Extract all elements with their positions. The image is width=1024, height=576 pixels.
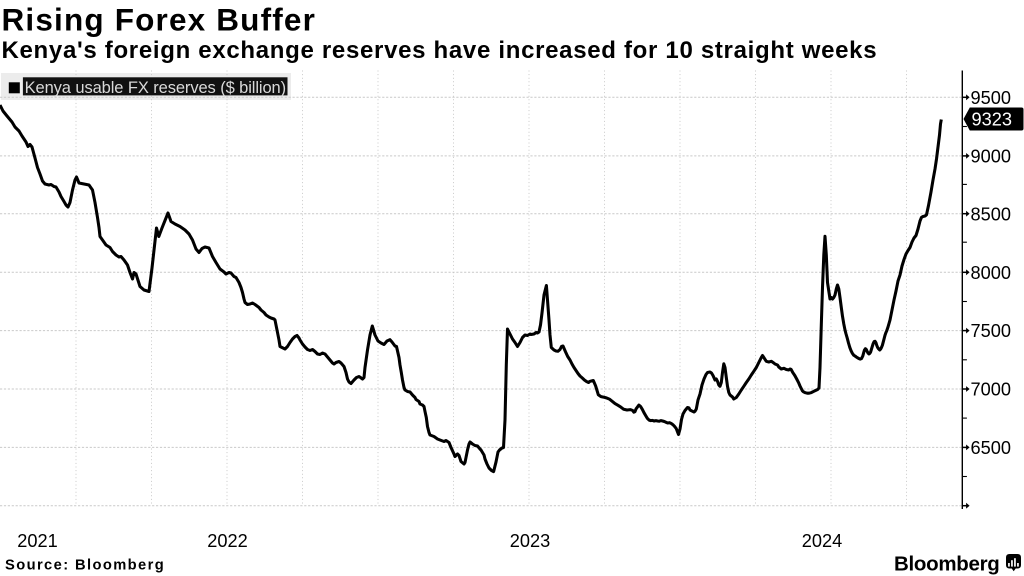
svg-text:Bloomberg: Bloomberg (894, 553, 1000, 576)
svg-text:9323: 9323 (972, 110, 1012, 130)
svg-text:2024: 2024 (802, 531, 842, 551)
svg-text:Rising Forex Buffer: Rising Forex Buffer (2, 2, 317, 38)
svg-text:7500: 7500 (971, 321, 1011, 341)
svg-text:6500: 6500 (971, 438, 1011, 458)
svg-text:9000: 9000 (971, 147, 1011, 167)
svg-text:Kenya usable FX reserves ($ bi: Kenya usable FX reserves ($ billion) (25, 79, 286, 97)
svg-text:2023: 2023 (510, 531, 550, 551)
svg-text:8500: 8500 (971, 204, 1011, 224)
svg-text:Source: Bloomberg: Source: Bloomberg (5, 558, 165, 574)
svg-text:2022: 2022 (207, 531, 247, 551)
svg-text:7000: 7000 (971, 380, 1011, 400)
svg-text:2021: 2021 (17, 531, 57, 551)
svg-text:Kenya's foreign exchange reser: Kenya's foreign exchange reserves have i… (2, 37, 878, 64)
svg-text:8000: 8000 (971, 263, 1011, 283)
svg-text:9500: 9500 (971, 88, 1011, 108)
